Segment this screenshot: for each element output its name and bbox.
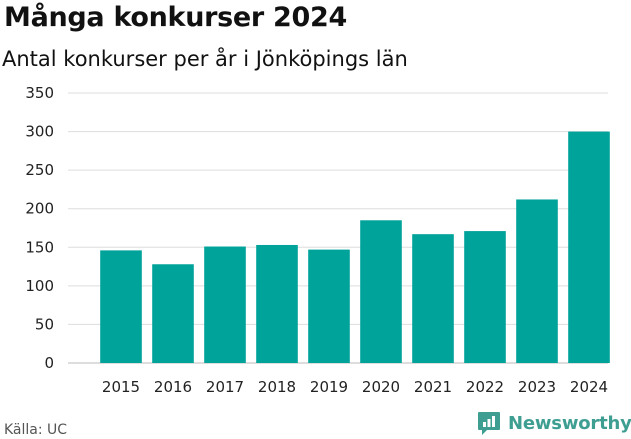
chart-subtitle: Antal konkurser per år i Jönköpings län xyxy=(2,47,408,71)
bar-2018[interactable] xyxy=(256,244,298,363)
bars xyxy=(100,131,610,363)
chart-title: Många konkurser 2024 xyxy=(4,2,347,33)
bar-2022[interactable] xyxy=(464,231,506,363)
y-tick-label: 300 xyxy=(25,123,54,141)
bar-2019[interactable] xyxy=(308,249,350,363)
x-axis-tick-labels: 2015 2016 2017 2018 2019 2020 2021 2022 2023 2024 xyxy=(102,378,608,396)
bar-2015[interactable] xyxy=(100,250,142,363)
bar-2023[interactable] xyxy=(516,199,558,363)
bar-2017[interactable] xyxy=(204,246,246,363)
bar-2020[interactable] xyxy=(360,220,402,363)
bar-2024[interactable] xyxy=(568,131,610,363)
x-tick-label: 2016 xyxy=(154,378,192,396)
bar-2016[interactable] xyxy=(152,264,194,363)
y-tick-label: 50 xyxy=(35,315,54,333)
x-tick-label: 2017 xyxy=(206,378,244,396)
y-tick-label: 350 xyxy=(25,84,54,102)
x-tick-label: 2015 xyxy=(102,378,140,396)
bar-2021[interactable] xyxy=(412,234,454,363)
x-tick-label: 2023 xyxy=(518,378,556,396)
y-axis-tick-labels: 0 50 100 150 200 250 300 350 xyxy=(25,84,54,372)
y-tick-label: 100 xyxy=(25,277,54,295)
x-tick-label: 2021 xyxy=(414,378,452,396)
brand-name: Newsworthy xyxy=(508,412,631,434)
x-tick-label: 2024 xyxy=(570,378,608,396)
source-note: Källa: UC xyxy=(4,422,68,438)
y-tick-label: 0 xyxy=(44,354,54,372)
y-tick-label: 250 xyxy=(25,161,54,179)
newsworthy-logo-icon xyxy=(478,412,500,435)
y-tick-label: 200 xyxy=(25,200,54,218)
y-tick-label: 150 xyxy=(25,238,54,256)
x-tick-label: 2019 xyxy=(310,378,348,396)
brand-logo[interactable]: Newsworthy xyxy=(476,409,631,437)
x-tick-label: 2022 xyxy=(466,378,504,396)
x-tick-label: 2020 xyxy=(362,378,400,396)
x-tick-label: 2018 xyxy=(258,378,296,396)
